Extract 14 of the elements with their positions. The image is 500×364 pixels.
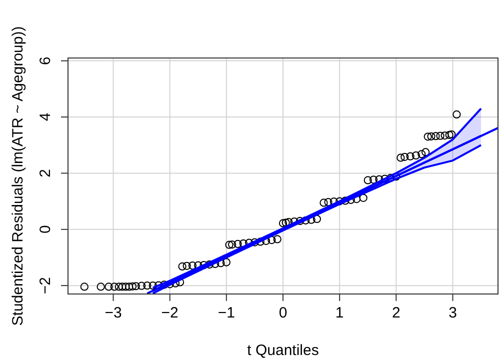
y-tick-label: −2	[37, 277, 54, 294]
x-tick-label: 2	[392, 304, 400, 322]
y-tick-label: 2	[37, 169, 54, 178]
x-tick-label: 3	[448, 304, 457, 322]
x-tick-label: −2	[161, 304, 178, 322]
x-tick-label: −3	[104, 304, 122, 322]
x-tick-label: −1	[218, 304, 235, 322]
y-tick-label: 6	[37, 56, 54, 65]
y-tick-label: 4	[37, 112, 54, 122]
x-tick-label: 1	[335, 304, 344, 322]
y-tick-label: 0	[37, 225, 54, 234]
x-tick-label: 0	[278, 304, 288, 322]
y-axis-title: Studentized Residuals (lm(ATR ~ Agegroup))	[9, 26, 26, 326]
x-axis-title: t Quantiles	[247, 342, 319, 359]
